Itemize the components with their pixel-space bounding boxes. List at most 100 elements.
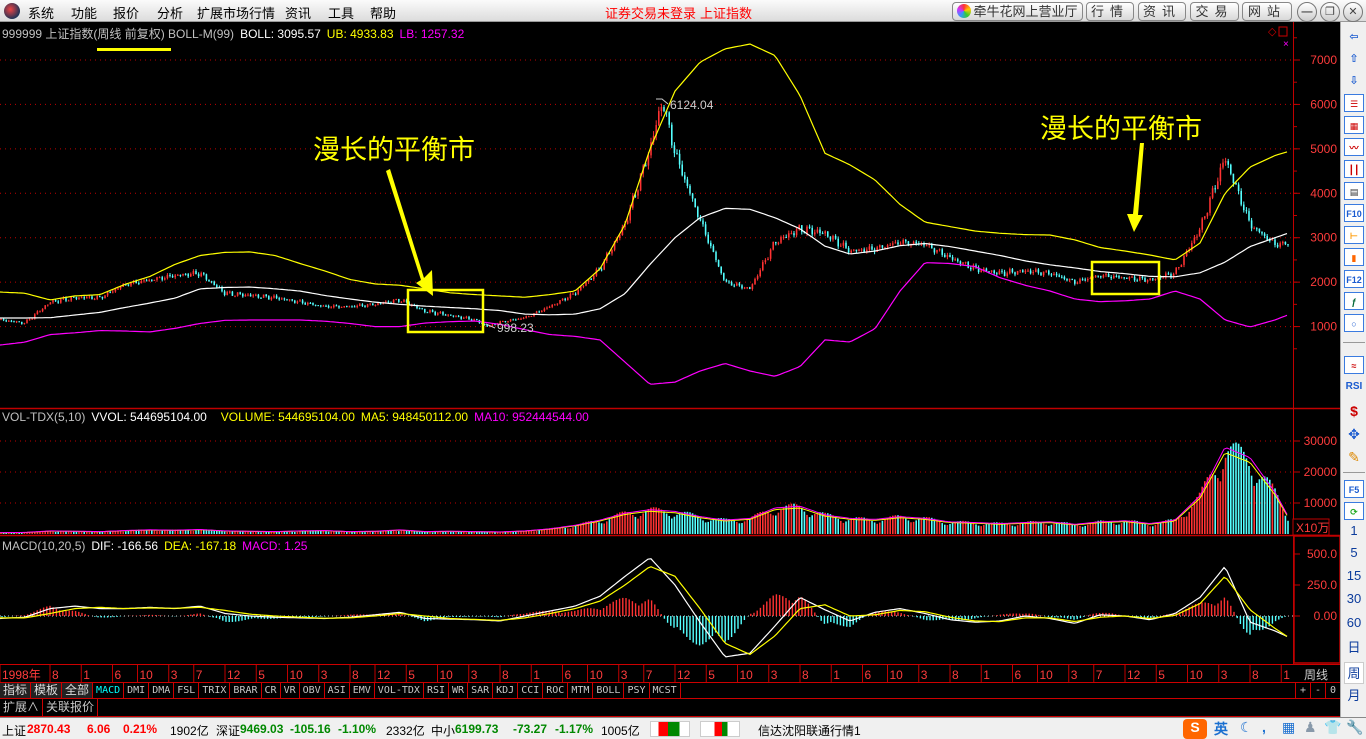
tab-psy[interactable]: PSY [624,683,650,698]
rsi-icon[interactable]: RSI [1345,381,1363,392]
tab-macd[interactable]: MACD [93,683,125,698]
tab-mcst[interactable]: MCST [650,683,681,698]
tab-cci[interactable]: CCI [518,683,544,698]
menu-news[interactable]: 资讯 [285,6,312,21]
tab-wr[interactable]: WR [449,683,469,698]
connection-status[interactable]: 信达沈阳联通行情1 [758,724,861,738]
punctuation-icon[interactable]: , [1262,719,1266,735]
candle [221,287,223,292]
volume-bar [977,525,980,534]
online-hall-label: 牵牛花网上营业厅 [973,4,1078,19]
period-5min[interactable]: 5 [1350,545,1358,560]
candle [554,304,556,306]
stock-s-icon[interactable]: $ [1350,403,1358,419]
minimize-icon[interactable]: — [1297,2,1317,22]
multi-quote-icon[interactable]: ▦ [1344,116,1364,134]
menu-function[interactable]: 功能 [71,6,98,21]
volume-bar [634,516,637,534]
chart-canvas[interactable]: 1000 2000 3000 4000 5000 6000 7000 6124.04 998.2… [0,0,1340,683]
keyboard-icon[interactable]: ▦ [1282,719,1296,735]
zoom-in-button[interactable]: + [1295,683,1310,698]
tab-vol-tdx[interactable]: VOL-TDX [375,683,424,698]
volume-bar [473,531,475,534]
candle [278,298,280,300]
tab-emv[interactable]: EMV [350,683,375,698]
clipboard-icon[interactable]: ▮ [1344,248,1364,266]
moon-icon[interactable]: ☾ [1240,719,1253,735]
tab-dmi[interactable]: DMI [124,683,150,698]
period-60min[interactable]: 60 [1346,615,1362,630]
tab-vr[interactable]: VR [281,683,300,698]
period-15min[interactable]: 15 [1346,568,1362,583]
tree-icon[interactable]: ⊢ [1344,226,1364,244]
tab-kdj[interactable]: KDJ [493,683,519,698]
tab-全部[interactable]: 全部 [62,683,94,698]
tab-asi[interactable]: ASI [325,683,350,698]
close-icon[interactable]: ✕ [1343,2,1363,22]
expand-tab[interactable]: 扩展∧ [0,699,44,716]
trade-button[interactable]: 交易 [1190,2,1239,21]
website-button[interactable]: 网站 [1242,2,1292,21]
wrench-icon[interactable]: 🔧 [1346,719,1364,735]
login-status[interactable]: 证券交易未登录 [605,6,697,21]
menu-extended-market[interactable]: 扩展市场行情 [197,6,276,21]
period-1min[interactable]: 1 [1350,523,1358,538]
candle [676,153,678,155]
volume-bar [353,531,356,534]
zoom-reset-button[interactable]: 0 [1325,683,1340,698]
period-day[interactable]: 日 [1347,640,1361,655]
tab-mtm[interactable]: MTM [568,683,594,698]
related-quote-tab[interactable]: 关联报价 [43,699,99,716]
menu-system[interactable]: 系统 [28,6,55,21]
period-month[interactable]: 月 [1347,688,1361,703]
period-week[interactable]: 周 [1344,662,1364,684]
sogou-ime-icon[interactable]: S [1183,719,1207,739]
online-hall-button[interactable]: 牵牛花网上营业厅 [952,2,1083,21]
tab-rsi[interactable]: RSI [424,683,450,698]
candle [234,295,236,297]
indicator-wave-icon[interactable]: ≈ [1344,356,1364,374]
x-tick-label: 3 [771,668,778,682]
quote-list-icon[interactable]: ☰ [1344,94,1364,112]
windows-icon[interactable]: ▤ [1344,182,1364,200]
menu-quote[interactable]: 报价 [113,6,140,21]
tab-cr[interactable]: CR [262,683,281,698]
candlestick-icon[interactable]: ┃┃ [1344,160,1364,178]
down-arrow-icon[interactable]: ⇩ [1349,75,1359,87]
tab-指标[interactable]: 指标 [0,683,32,698]
formula-icon[interactable]: ƒ [1344,292,1364,310]
tab-sar[interactable]: SAR [468,683,494,698]
menu-tools[interactable]: 工具 [328,6,355,21]
left-arrow-icon[interactable]: ⇦ [1349,31,1359,43]
menu-analysis[interactable]: 分析 [157,6,184,21]
market-button[interactable]: 行情 [1086,2,1134,21]
tab-模板[interactable]: 模板 [31,683,63,698]
user-icon[interactable]: ♟ [1304,719,1317,735]
tab-trix[interactable]: TRIX [199,683,231,698]
zoom-out-button[interactable]: - [1310,683,1325,698]
line-chart-icon[interactable]: 〰 [1344,138,1364,156]
volume-bar [1256,482,1258,534]
tab-boll[interactable]: BOLL [593,683,625,698]
tab-fsl[interactable]: FSL [174,683,200,698]
tab-obv[interactable]: OBV [300,683,325,698]
news-button[interactable]: 资讯 [1138,2,1186,21]
tab-brar[interactable]: BRAR [230,683,262,698]
circle-icon[interactable]: ○ [1344,314,1364,332]
tab-roc[interactable]: ROC [543,683,569,698]
skin-icon[interactable]: 👕 [1324,719,1342,735]
tab-dma[interactable]: DMA [149,683,175,698]
f12-icon[interactable]: F12 [1344,270,1364,288]
period-30min[interactable]: 30 [1346,591,1362,606]
up-arrow-icon[interactable]: ⇧ [1349,53,1359,65]
toolbar-separator [1343,472,1365,473]
refresh-icon[interactable]: ⟳ [1344,502,1364,520]
pencil-icon[interactable]: ✎ [1348,449,1360,465]
f5-icon[interactable]: F5 [1344,480,1364,498]
menu-help[interactable]: 帮助 [370,6,397,21]
f10-icon[interactable]: F10 [1344,204,1364,222]
candle [491,324,494,326]
ime-lang[interactable]: 英 [1214,721,1228,737]
restore-icon[interactable]: ❐ [1320,2,1340,22]
move-icon[interactable]: ✥ [1348,426,1360,442]
